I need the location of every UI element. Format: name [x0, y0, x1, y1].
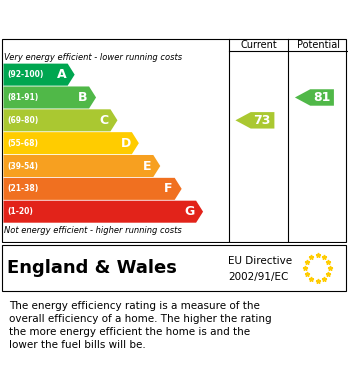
Text: E: E	[143, 160, 151, 172]
Text: F: F	[164, 182, 173, 196]
Text: A: A	[57, 68, 66, 81]
Text: (39-54): (39-54)	[8, 161, 39, 170]
Polygon shape	[3, 109, 118, 131]
Polygon shape	[3, 132, 139, 154]
Polygon shape	[235, 112, 275, 129]
Text: (55-68): (55-68)	[8, 139, 39, 148]
Text: C: C	[100, 114, 109, 127]
Text: (1-20): (1-20)	[8, 207, 33, 216]
Polygon shape	[3, 155, 160, 177]
Text: (92-100): (92-100)	[8, 70, 44, 79]
Polygon shape	[3, 64, 74, 86]
Text: EU Directive: EU Directive	[228, 255, 292, 265]
Polygon shape	[3, 86, 96, 108]
Text: B: B	[78, 91, 88, 104]
Text: 73: 73	[254, 114, 271, 127]
Text: Very energy efficient - lower running costs: Very energy efficient - lower running co…	[4, 53, 182, 62]
Polygon shape	[3, 178, 182, 200]
Text: D: D	[120, 137, 131, 150]
Text: England & Wales: England & Wales	[7, 259, 177, 277]
Text: Potential: Potential	[297, 40, 340, 50]
Text: Energy Efficiency Rating: Energy Efficiency Rating	[9, 10, 238, 28]
Text: Not energy efficient - higher running costs: Not energy efficient - higher running co…	[4, 226, 182, 235]
Text: 2002/91/EC: 2002/91/EC	[228, 272, 288, 282]
Text: Current: Current	[240, 40, 277, 50]
Text: (69-80): (69-80)	[8, 116, 39, 125]
Text: G: G	[185, 205, 195, 218]
Text: The energy efficiency rating is a measure of the
overall efficiency of a home. T: The energy efficiency rating is a measur…	[9, 301, 271, 350]
Text: 81: 81	[313, 91, 330, 104]
Text: (21-38): (21-38)	[8, 184, 39, 194]
Text: (81-91): (81-91)	[8, 93, 39, 102]
Polygon shape	[295, 89, 334, 106]
Polygon shape	[3, 201, 203, 223]
